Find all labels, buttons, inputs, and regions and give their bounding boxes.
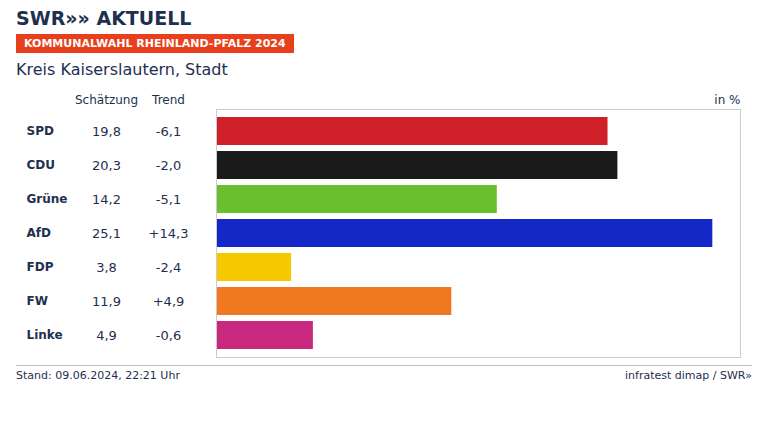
svg-text:CDU: CDU [27,158,56,172]
html-text:Kreis Kaiserslautern, Stadt: Kreis Kaiserslautern, Stadt [16,60,228,79]
svg-text:20,3: 20,3 [92,158,121,173]
svg-text:AfD: AfD [27,226,52,240]
svg-text:-2,0: -2,0 [156,158,181,173]
html-text:KOMMUNALWAHL RHEINLAND-PFALZ 2: KOMMUNALWAHL RHEINLAND-PFALZ 2024 [24,37,286,50]
svg-text:+4,9: +4,9 [153,294,185,309]
svg-text:Linke: Linke [27,328,63,342]
svg-text:3,8: 3,8 [96,260,117,275]
svg-text:19,8: 19,8 [92,124,121,139]
svg-text:-2,4: -2,4 [156,260,181,275]
html-text:Stand: 09.06.2024, 22:21 Uhr: Stand: 09.06.2024, 22:21 Uhr [16,369,180,382]
svg-text:+14,3: +14,3 [149,226,189,241]
svg-text:-5,1: -5,1 [156,192,181,207]
svg-text:14,2: 14,2 [92,192,121,207]
svg-text:-0,6: -0,6 [156,328,181,343]
html-text:infratest dimap / SWR»: infratest dimap / SWR» [625,369,752,382]
svg-text:in %: in % [714,93,740,107]
svg-text:FDP: FDP [27,260,54,274]
svg-text:Grüne: Grüne [27,192,68,206]
svg-text:SPD: SPD [27,124,54,138]
svg-text:11,9: 11,9 [92,294,121,309]
svg-text:FW: FW [27,294,48,308]
svg-text:4,9: 4,9 [96,328,117,343]
svg-text:Schätzung: Schätzung [75,93,138,107]
html-text:SWR»» AKTUELL: SWR»» AKTUELL [16,7,192,29]
svg-text:Trend: Trend [151,93,185,107]
svg-text:-6,1: -6,1 [156,124,181,139]
svg-text:25,1: 25,1 [92,226,121,241]
